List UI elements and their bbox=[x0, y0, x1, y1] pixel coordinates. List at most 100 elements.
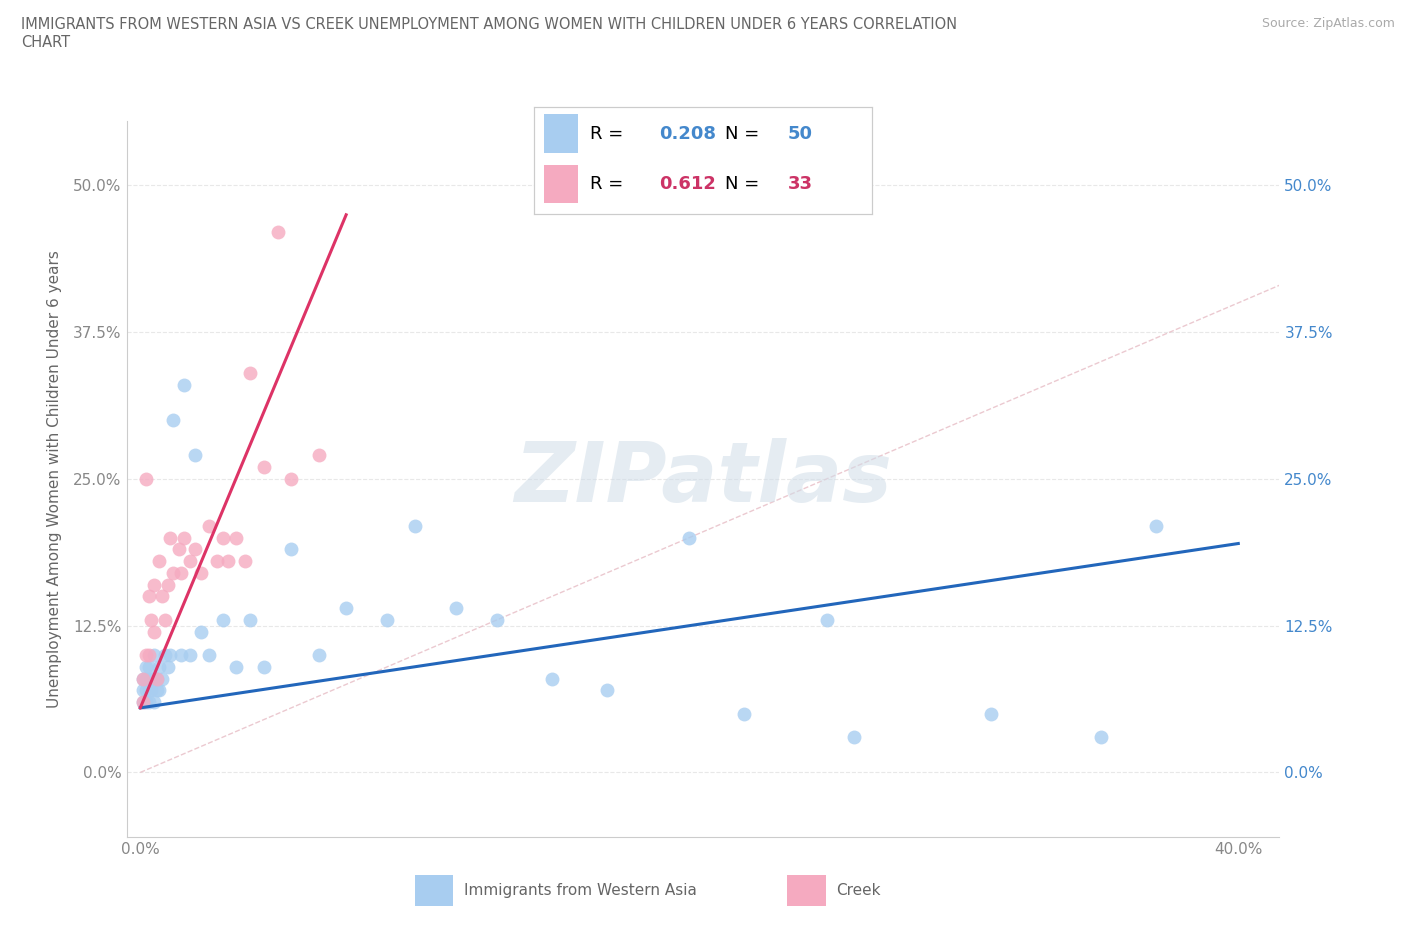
Point bbox=[217, 553, 239, 568]
Point bbox=[135, 472, 157, 486]
Point bbox=[1144, 518, 1167, 533]
Point bbox=[170, 647, 193, 662]
Point bbox=[132, 695, 155, 710]
Point bbox=[159, 647, 181, 662]
Point bbox=[150, 671, 173, 686]
Text: Immigrants from Western Asia: Immigrants from Western Asia bbox=[464, 883, 697, 898]
Text: CHART: CHART bbox=[21, 35, 70, 50]
Point bbox=[143, 647, 166, 662]
Point bbox=[135, 695, 157, 710]
Point bbox=[141, 683, 163, 698]
Text: 50: 50 bbox=[787, 125, 813, 142]
Point bbox=[733, 706, 755, 721]
Point bbox=[162, 413, 184, 428]
Point bbox=[150, 589, 173, 604]
FancyBboxPatch shape bbox=[544, 114, 578, 153]
Point bbox=[1090, 730, 1112, 745]
Point bbox=[170, 565, 193, 580]
FancyBboxPatch shape bbox=[544, 165, 578, 204]
Point bbox=[153, 647, 176, 662]
Point bbox=[842, 730, 865, 745]
Point bbox=[404, 518, 426, 533]
Point bbox=[225, 659, 247, 674]
Text: N =: N = bbox=[725, 125, 765, 142]
Point bbox=[225, 530, 247, 545]
Point bbox=[141, 612, 163, 627]
Text: IMMIGRANTS FROM WESTERN ASIA VS CREEK UNEMPLOYMENT AMONG WOMEN WITH CHILDREN UND: IMMIGRANTS FROM WESTERN ASIA VS CREEK UN… bbox=[21, 17, 957, 32]
Point bbox=[132, 683, 155, 698]
Point bbox=[335, 601, 357, 616]
Point bbox=[143, 695, 166, 710]
Point bbox=[135, 647, 157, 662]
Text: 0.612: 0.612 bbox=[659, 175, 716, 193]
Point bbox=[138, 683, 160, 698]
Point bbox=[375, 612, 398, 627]
Point bbox=[596, 683, 619, 698]
Point bbox=[239, 612, 262, 627]
Text: N =: N = bbox=[725, 175, 765, 193]
Point bbox=[486, 612, 509, 627]
Point bbox=[135, 659, 157, 674]
Point bbox=[159, 530, 181, 545]
Point bbox=[145, 683, 167, 698]
Point bbox=[145, 671, 167, 686]
Point bbox=[541, 671, 564, 686]
Point bbox=[179, 553, 201, 568]
Point bbox=[233, 553, 256, 568]
Point bbox=[205, 553, 228, 568]
Point bbox=[308, 448, 330, 463]
Point bbox=[980, 706, 1002, 721]
Point bbox=[132, 695, 155, 710]
Text: R =: R = bbox=[591, 125, 628, 142]
Text: 33: 33 bbox=[787, 175, 813, 193]
Point bbox=[678, 530, 700, 545]
Y-axis label: Unemployment Among Women with Children Under 6 years: Unemployment Among Women with Children U… bbox=[46, 250, 62, 708]
Point bbox=[184, 542, 207, 557]
Point bbox=[135, 671, 157, 686]
Point bbox=[253, 659, 276, 674]
Point bbox=[280, 472, 302, 486]
Point bbox=[184, 448, 207, 463]
Point bbox=[280, 542, 302, 557]
Point bbox=[162, 565, 184, 580]
Point bbox=[138, 659, 160, 674]
Point bbox=[148, 659, 170, 674]
Text: R =: R = bbox=[591, 175, 634, 193]
Point bbox=[141, 671, 163, 686]
Point bbox=[148, 553, 170, 568]
Point bbox=[143, 624, 166, 639]
Point bbox=[138, 647, 160, 662]
Point bbox=[143, 578, 166, 592]
Point bbox=[308, 647, 330, 662]
Point bbox=[173, 530, 195, 545]
Point bbox=[153, 612, 176, 627]
Point bbox=[156, 659, 179, 674]
Point bbox=[167, 542, 190, 557]
Point bbox=[138, 589, 160, 604]
Point bbox=[211, 530, 233, 545]
Point bbox=[132, 671, 155, 686]
Point bbox=[190, 624, 212, 639]
Point bbox=[156, 578, 179, 592]
Point bbox=[148, 683, 170, 698]
Point bbox=[815, 612, 838, 627]
Text: ZIPatlas: ZIPatlas bbox=[515, 438, 891, 520]
Point bbox=[211, 612, 233, 627]
Point bbox=[444, 601, 467, 616]
Point bbox=[143, 671, 166, 686]
Text: Creek: Creek bbox=[837, 883, 882, 898]
Point bbox=[135, 683, 157, 698]
Point bbox=[198, 518, 221, 533]
Point bbox=[173, 378, 195, 392]
Point bbox=[179, 647, 201, 662]
Point bbox=[138, 695, 160, 710]
Point bbox=[198, 647, 221, 662]
FancyBboxPatch shape bbox=[787, 875, 827, 906]
Point bbox=[132, 671, 155, 686]
Point bbox=[266, 225, 288, 240]
Text: 0.208: 0.208 bbox=[659, 125, 716, 142]
Point bbox=[190, 565, 212, 580]
Point bbox=[239, 365, 262, 380]
Point bbox=[145, 671, 167, 686]
Text: Source: ZipAtlas.com: Source: ZipAtlas.com bbox=[1261, 17, 1395, 30]
